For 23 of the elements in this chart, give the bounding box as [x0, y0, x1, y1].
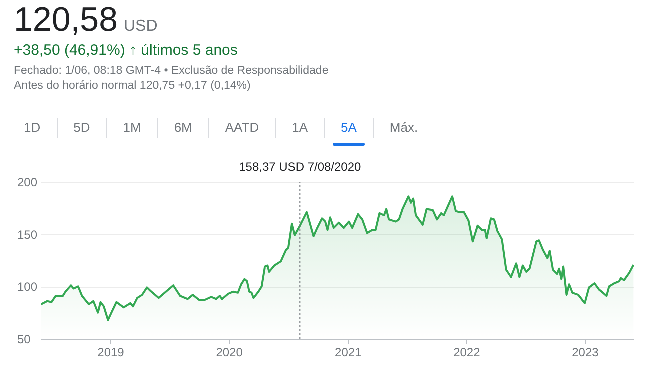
text: Fechado: 1/06, 08:18 GMT-4 • Exclusão de Responsabilidade	[14, 65, 329, 77]
text: Antes do horário normal 120,75 +0,17 (0,14%)	[14, 80, 252, 92]
text: 1M	[106, 118, 158, 138]
text: 5A	[324, 118, 373, 138]
text: 158,37 USD 7/08/2020	[239, 160, 362, 174]
text: AATD	[208, 118, 276, 138]
x-tick-label: 2020	[216, 346, 244, 360]
text: +38,50 (46,91%) ↑ últimos 5 anos	[14, 42, 239, 59]
x-tick-label: 2023	[572, 346, 600, 360]
text: 1D	[23, 119, 42, 137]
chart-title: 120,58	[14, 1, 118, 39]
chart-subtitle: USD	[124, 18, 158, 35]
text: 1A	[275, 118, 324, 138]
y-tick-label: 100	[18, 280, 38, 294]
x-tick-label: 2021	[335, 346, 362, 360]
text: 5D	[56, 118, 106, 138]
x-tick-label: 2022	[454, 346, 481, 360]
y-tick-label: 200	[18, 176, 38, 190]
y-tick-label: 50	[18, 332, 32, 346]
text: Máx.	[372, 118, 434, 138]
text: 6M	[157, 118, 208, 138]
y-tick-label: 150	[18, 228, 38, 242]
x-tick-label: 2019	[98, 346, 125, 360]
